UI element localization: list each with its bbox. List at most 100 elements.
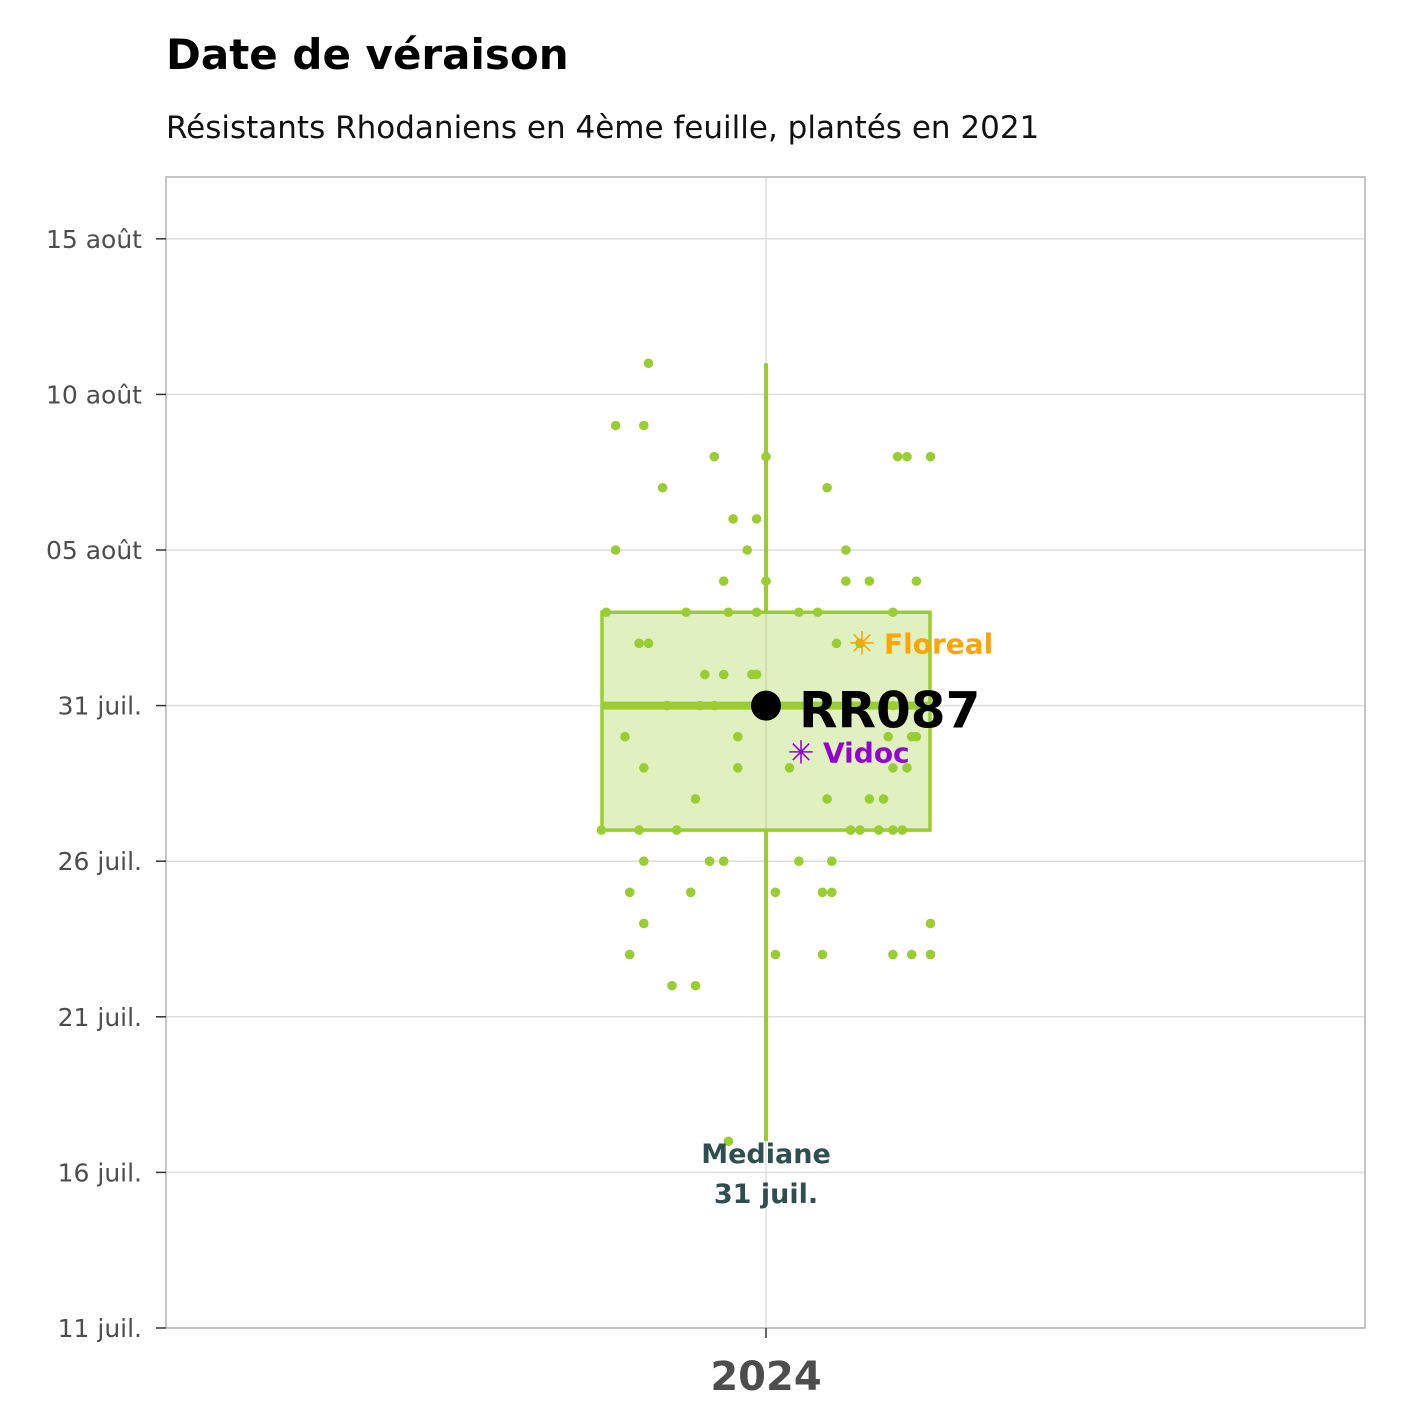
reference-label: Vidoc xyxy=(823,736,910,769)
data-point xyxy=(761,451,771,462)
data-point xyxy=(624,949,635,960)
data-point xyxy=(643,358,654,369)
data-point xyxy=(874,825,884,835)
data-point xyxy=(883,731,893,742)
data-point xyxy=(911,700,922,711)
data-point xyxy=(855,638,865,649)
y-tick-label: 10 août xyxy=(46,380,142,409)
x-tick-label: 2024 xyxy=(710,1354,821,1400)
data-point xyxy=(892,451,903,462)
data-point xyxy=(888,825,898,835)
data-point xyxy=(709,700,720,711)
data-point xyxy=(634,638,644,649)
data-point xyxy=(733,731,743,742)
data-point xyxy=(822,794,832,804)
data-point xyxy=(751,669,762,680)
data-point xyxy=(902,763,912,773)
data-point xyxy=(723,1136,734,1147)
data-point xyxy=(831,638,842,649)
data-point xyxy=(864,794,875,804)
data-point xyxy=(817,949,828,960)
data-point xyxy=(827,887,837,898)
data-point xyxy=(671,825,682,835)
data-point xyxy=(634,825,644,835)
data-point xyxy=(690,794,701,804)
data-point xyxy=(897,825,908,835)
data-point xyxy=(925,451,936,462)
y-tick-label: 15 août xyxy=(46,225,142,254)
data-point xyxy=(657,482,668,493)
y-tick-label: 26 juil. xyxy=(58,847,142,876)
data-point xyxy=(864,576,875,586)
interquartile-box xyxy=(600,610,932,832)
reference-label: Floreal xyxy=(884,627,993,660)
y-tick-label: 16 juil. xyxy=(58,1158,142,1187)
data-point xyxy=(700,669,710,680)
data-point xyxy=(817,887,828,898)
data-point xyxy=(906,949,917,960)
data-point xyxy=(902,451,912,462)
data-point xyxy=(718,856,729,866)
data-point xyxy=(639,763,649,773)
data-point xyxy=(728,514,738,524)
data-point xyxy=(822,482,832,493)
data-point xyxy=(770,887,781,898)
data-point xyxy=(878,794,889,804)
data-point xyxy=(704,856,715,866)
y-tick-label: 11 juil. xyxy=(58,1314,142,1343)
data-point xyxy=(827,856,837,866)
data-point xyxy=(888,763,898,773)
data-point xyxy=(841,576,851,586)
data-point xyxy=(601,607,611,618)
data-point xyxy=(888,607,898,618)
data-point xyxy=(681,607,691,618)
data-point xyxy=(906,731,917,742)
data-point xyxy=(925,949,936,960)
data-point xyxy=(841,545,851,555)
y-tick-label: 31 juil. xyxy=(58,692,142,721)
axes: 11 juil. 16 juil. 21 juil. 26 juil. 31 juil.… xyxy=(46,225,822,1400)
data-point xyxy=(610,420,621,431)
data-point xyxy=(695,700,705,711)
y-tick-label: 21 juil. xyxy=(58,1003,142,1032)
highlight-label: RR087 xyxy=(799,682,980,740)
data-point xyxy=(742,545,752,555)
data-point xyxy=(794,607,804,618)
reference-marker-icon: ✳ xyxy=(788,733,815,771)
data-point xyxy=(888,700,898,711)
data-point xyxy=(761,576,771,586)
data-point xyxy=(733,763,743,773)
data-point xyxy=(610,545,621,555)
chart-subtitle: Résistants Rhodaniens en 4ème feuille, p… xyxy=(166,110,1040,146)
chart-title: Date de véraison xyxy=(166,30,569,79)
data-points xyxy=(596,358,936,1147)
data-point xyxy=(620,731,630,742)
data-point xyxy=(690,980,701,991)
data-point xyxy=(911,576,922,586)
median-annotation-value: 31 juil. xyxy=(714,1179,818,1210)
data-point xyxy=(784,763,795,773)
data-point xyxy=(718,669,729,680)
median-annotation-title: Mediane xyxy=(701,1139,831,1170)
data-point xyxy=(686,887,696,898)
y-tick-label: 05 août xyxy=(46,536,142,565)
data-point xyxy=(639,918,649,929)
data-point xyxy=(751,514,762,524)
data-point xyxy=(794,856,804,866)
data-point xyxy=(925,918,936,929)
data-point xyxy=(855,825,865,835)
reference-marker-icon: ✳ xyxy=(849,624,876,662)
data-point xyxy=(596,825,607,835)
data-point xyxy=(643,638,654,649)
data-point xyxy=(709,451,720,462)
data-point xyxy=(639,856,649,866)
highlight-point xyxy=(751,690,781,721)
data-point xyxy=(723,607,734,618)
data-point xyxy=(662,700,673,711)
data-point xyxy=(624,887,635,898)
data-point xyxy=(888,949,898,960)
data-point xyxy=(845,825,856,835)
data-point xyxy=(639,420,649,431)
